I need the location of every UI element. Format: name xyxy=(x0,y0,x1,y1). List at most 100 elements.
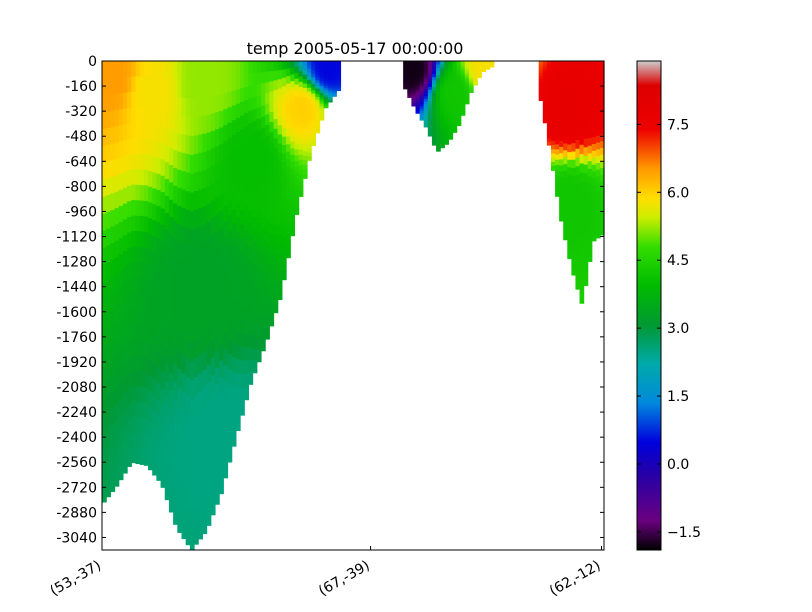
temp-cell xyxy=(231,416,237,432)
temp-cell xyxy=(298,170,304,177)
temp-cell xyxy=(431,64,437,69)
temp-cell xyxy=(336,64,342,67)
temp-cell xyxy=(223,221,229,238)
temp-cell xyxy=(575,61,581,71)
temp-cell xyxy=(431,125,437,130)
temp-cell xyxy=(419,113,425,117)
temp-cell xyxy=(563,157,568,165)
temp-cell xyxy=(231,342,237,358)
temp-cell xyxy=(319,115,325,119)
temp-cell xyxy=(202,206,208,226)
temp-cell xyxy=(327,100,333,103)
temp-cell xyxy=(290,195,296,203)
temp-cell xyxy=(431,132,437,136)
temp-cell xyxy=(194,321,199,341)
temp-cell xyxy=(210,462,216,481)
temp-cell xyxy=(575,183,581,194)
temp-cell xyxy=(127,248,132,265)
temp-cell xyxy=(265,71,270,83)
temp-cell xyxy=(563,67,568,76)
temp-cell xyxy=(223,157,229,174)
temp-cell xyxy=(460,65,466,68)
temp-cell xyxy=(315,74,321,79)
temp-cell xyxy=(477,74,482,77)
temp-cell xyxy=(327,97,333,100)
temp-cell xyxy=(452,66,458,70)
temp-cell xyxy=(332,89,337,92)
temp-cell xyxy=(302,115,308,121)
temp-cell xyxy=(327,67,333,70)
temp-cell xyxy=(448,64,454,68)
temp-cell xyxy=(415,89,421,92)
temp-cell xyxy=(538,94,544,97)
temp-cell xyxy=(473,63,478,66)
temp-cell xyxy=(319,76,325,80)
temp-cell xyxy=(240,292,245,307)
section-segment-3 xyxy=(538,61,605,304)
temp-cell xyxy=(248,371,254,385)
temp-cell xyxy=(152,347,157,365)
temp-cell xyxy=(227,168,233,185)
temp-cell xyxy=(164,364,170,383)
temp-cell xyxy=(102,434,107,452)
temp-cell xyxy=(403,67,408,70)
temp-cell xyxy=(106,295,111,313)
temp-cell xyxy=(122,251,128,268)
temp-cell xyxy=(415,77,421,80)
temp-cell xyxy=(152,236,157,253)
temp-cell xyxy=(311,103,316,108)
temp-cell xyxy=(315,88,321,92)
temp-cell xyxy=(323,105,329,109)
temp-cell xyxy=(256,84,262,97)
temp-cell xyxy=(290,134,296,143)
temp-cell xyxy=(185,79,191,99)
temp-cell xyxy=(538,92,544,95)
temp-cell xyxy=(148,76,153,94)
temp-cell xyxy=(431,93,437,98)
temp-cell xyxy=(538,65,544,68)
temp-cell xyxy=(202,242,208,262)
temp-cell xyxy=(332,88,337,91)
temp-cell xyxy=(110,61,116,79)
temp-cell xyxy=(575,253,581,264)
temp-cell xyxy=(148,202,153,219)
temp-cell xyxy=(210,375,216,394)
temp-cell xyxy=(131,400,137,417)
temp-cell xyxy=(546,115,552,120)
temp-cell xyxy=(579,210,585,220)
temp-cell xyxy=(440,77,445,82)
temp-cell xyxy=(411,61,417,64)
temp-cell xyxy=(407,65,413,68)
temp-cell xyxy=(122,156,128,173)
temp-cell xyxy=(110,458,116,476)
temp-cell xyxy=(181,318,187,338)
temp-cell xyxy=(189,455,195,475)
temp-cell xyxy=(227,276,233,293)
temp-cell xyxy=(135,432,141,449)
temp-cell xyxy=(160,159,166,177)
temp-cell xyxy=(427,118,433,123)
temp-cell xyxy=(294,61,300,68)
temp-cell xyxy=(231,209,237,225)
temp-cell xyxy=(444,70,449,75)
temp-cell xyxy=(575,131,581,141)
temp-cell xyxy=(106,278,111,297)
temp-cell xyxy=(444,64,449,68)
temp-cell xyxy=(546,128,552,133)
temp-cell xyxy=(168,303,174,322)
temp-cell xyxy=(473,76,478,79)
temp-cell xyxy=(110,358,116,377)
temp-cell xyxy=(567,182,572,191)
temp-cell xyxy=(591,226,597,235)
temp-cell xyxy=(189,98,195,118)
temp-cell xyxy=(559,91,564,99)
temp-cell xyxy=(248,222,254,236)
temp-cell xyxy=(286,166,291,176)
temp-cell xyxy=(122,219,128,236)
temp-cell xyxy=(403,72,408,75)
temp-cell xyxy=(579,79,585,90)
temp-cell xyxy=(152,61,157,78)
temp-cell xyxy=(240,129,245,144)
temp-cell xyxy=(277,152,283,163)
temp-cell xyxy=(185,116,191,136)
